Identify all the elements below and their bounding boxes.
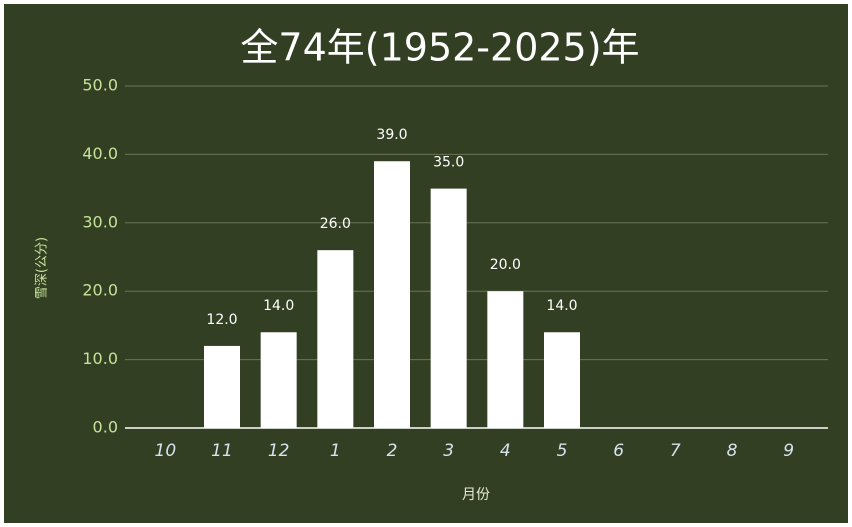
x-tick-label: 11 — [211, 441, 233, 461]
y-tick-label: 30.0 — [82, 212, 118, 231]
value-label: 14.0 — [263, 298, 294, 314]
value-label: 39.0 — [376, 127, 407, 143]
y-tick-label: 20.0 — [82, 281, 118, 300]
chart-background — [4, 4, 848, 523]
x-axis-label: 月份 — [462, 487, 490, 503]
bar — [260, 332, 297, 428]
value-label: 20.0 — [490, 257, 521, 273]
y-axis-label: 雪深(公分) — [35, 237, 50, 299]
x-tick-label: 4 — [500, 441, 511, 461]
y-tick-label: 50.0 — [82, 76, 118, 95]
x-tick-label: 9 — [783, 441, 794, 461]
chart-title: 全74年(1952-2025)年 — [240, 26, 639, 70]
bar — [544, 332, 580, 428]
x-tick-label: 3 — [443, 441, 454, 461]
bar — [374, 161, 410, 429]
value-label: 26.0 — [320, 216, 351, 232]
bar — [487, 291, 524, 428]
x-tick-label: 10 — [155, 441, 177, 461]
x-tick-label: 1 — [330, 441, 341, 461]
bar — [430, 188, 467, 428]
value-label: 14.0 — [546, 298, 577, 314]
x-tick-label: 5 — [557, 441, 568, 461]
bar — [204, 345, 240, 428]
x-tick-label: 8 — [727, 441, 738, 461]
x-tick-label: 12 — [268, 441, 290, 461]
x-tick-label: 7 — [670, 441, 681, 461]
x-tick-label: 2 — [387, 441, 398, 461]
x-tick-label: 6 — [613, 441, 624, 461]
y-tick-label: 40.0 — [82, 144, 118, 163]
bar — [317, 250, 354, 428]
value-label: 12.0 — [206, 312, 237, 328]
y-tick-label: 0.0 — [93, 418, 118, 437]
value-label: 35.0 — [433, 155, 464, 171]
y-tick-label: 10.0 — [82, 349, 118, 368]
